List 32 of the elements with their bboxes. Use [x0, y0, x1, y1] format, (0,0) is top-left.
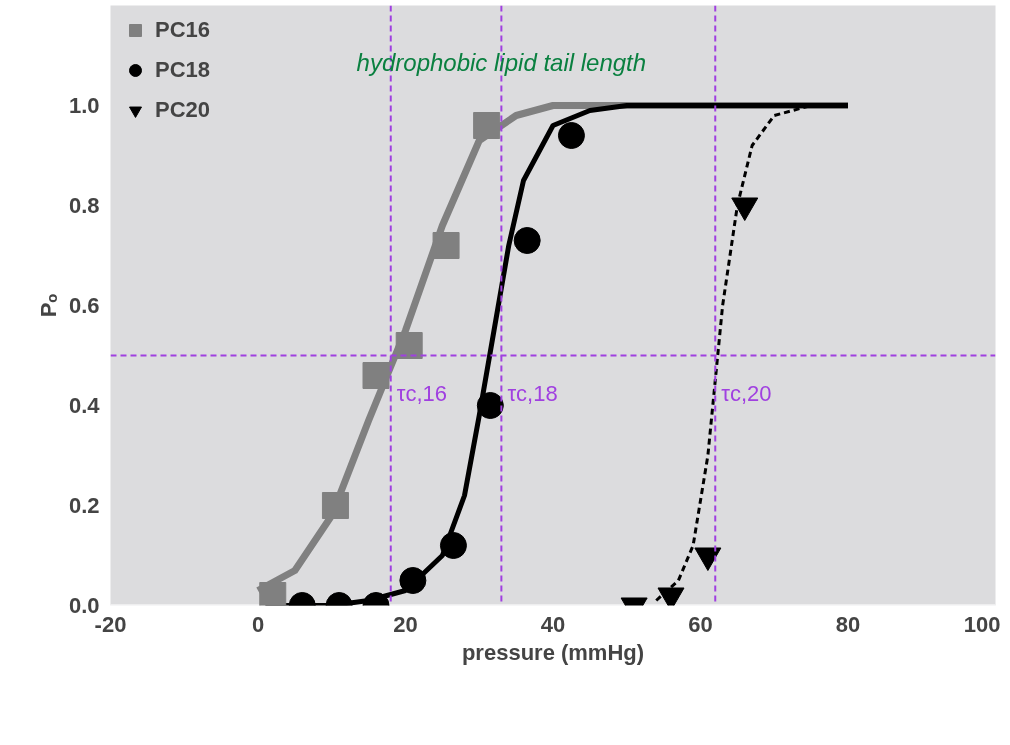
point [395, 332, 423, 359]
point [321, 492, 349, 519]
legend-label: PC16 [155, 17, 211, 43]
x-tick-label: 60 [688, 611, 713, 637]
x-tick-label: 80 [835, 611, 861, 637]
point [476, 392, 504, 419]
point [259, 582, 287, 606]
y-tick-label: 0.6 [68, 293, 100, 318]
y-axis-title: Pₒ [35, 293, 61, 318]
x-tick-label: 100 [963, 611, 1001, 637]
point [439, 532, 467, 559]
legend-label: PC18 [155, 57, 211, 83]
y-tick-label: 0.0 [68, 593, 100, 618]
y-tick-label: 0.2 [68, 493, 100, 518]
point [557, 122, 585, 149]
x-axis-title: pressure (mmHg) [461, 639, 645, 665]
ref-line-label: τc,16 [396, 380, 448, 406]
legend-label: PC20 [155, 97, 211, 123]
point [473, 112, 501, 139]
point [362, 362, 390, 389]
x-tick-label: 40 [540, 611, 566, 637]
point [399, 567, 427, 594]
x-tick-label: 20 [393, 611, 418, 637]
x-tick-label: 0 [251, 611, 265, 637]
y-tick-label: 0.8 [68, 193, 100, 218]
point [513, 227, 541, 254]
y-tick-label: 0.4 [68, 393, 101, 418]
point [432, 232, 460, 259]
ref-line-label: τc,18 [507, 380, 558, 406]
annotation: hydrophobic lipid tail length [356, 48, 647, 76]
y-tick-label: 1.0 [68, 93, 100, 118]
ref-line-label: τc,20 [721, 380, 772, 406]
